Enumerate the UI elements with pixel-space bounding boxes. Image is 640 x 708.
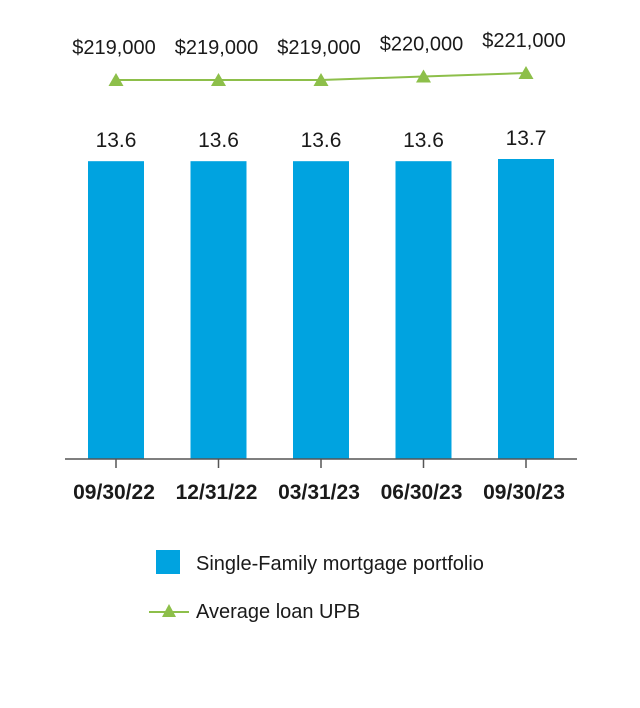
upb-marker-0 — [108, 73, 124, 86]
bar-data-label-4: 13.7 — [506, 127, 547, 150]
bar-4 — [498, 159, 554, 459]
x-tick-label-1: 12/31/22 — [176, 481, 258, 504]
bar-data-label-0: 13.6 — [96, 129, 137, 152]
upb-marker-3 — [416, 69, 431, 83]
upb-marker-4 — [518, 66, 534, 79]
upb-data-label-4: $221,000 — [482, 30, 565, 52]
x-tick-labels: 09/30/22 12/31/22 03/31/23 06/30/23 09/30/23 — [73, 481, 565, 504]
upb-line-group — [108, 66, 534, 86]
bar-2 — [293, 161, 349, 460]
bars-group — [88, 159, 554, 460]
legend-swatch-portfolio — [156, 550, 180, 574]
bar-data-label-2: 13.6 — [301, 129, 342, 152]
legend-marker-upb — [162, 604, 176, 617]
upb-marker-1 — [211, 73, 226, 86]
upb-marker-2 — [313, 73, 329, 86]
x-tick-label-2: 03/31/23 — [278, 481, 360, 504]
upb-data-label-1: $219,000 — [175, 37, 258, 59]
bar-data-label-1: 13.6 — [198, 129, 239, 152]
x-axis — [65, 458, 577, 468]
x-tick-label-4: 09/30/23 — [483, 481, 565, 504]
x-tick-label-0: 09/30/22 — [73, 481, 155, 504]
bar-1 — [190, 161, 247, 460]
upb-data-label-0: $219,000 — [72, 37, 155, 59]
x-tick-label-3: 06/30/23 — [381, 481, 463, 504]
bar-data-label-3: 13.6 — [403, 129, 444, 152]
legend: Single-Family mortgage portfolio Average… — [149, 550, 484, 623]
bar-3 — [395, 161, 452, 460]
legend-label-upb: Average loan UPB — [196, 601, 360, 623]
bar-0 — [88, 161, 144, 460]
upb-data-label-3: $220,000 — [380, 34, 463, 56]
bar-labels-group: 13.6 13.6 13.6 13.6 13.7 — [96, 127, 547, 152]
upb-data-label-2: $219,000 — [277, 37, 360, 59]
upb-labels-group: $219,000 $219,000 $219,000 $220,000 $221,000 — [72, 30, 565, 59]
legend-label-portfolio: Single-Family mortgage portfolio — [196, 553, 484, 575]
